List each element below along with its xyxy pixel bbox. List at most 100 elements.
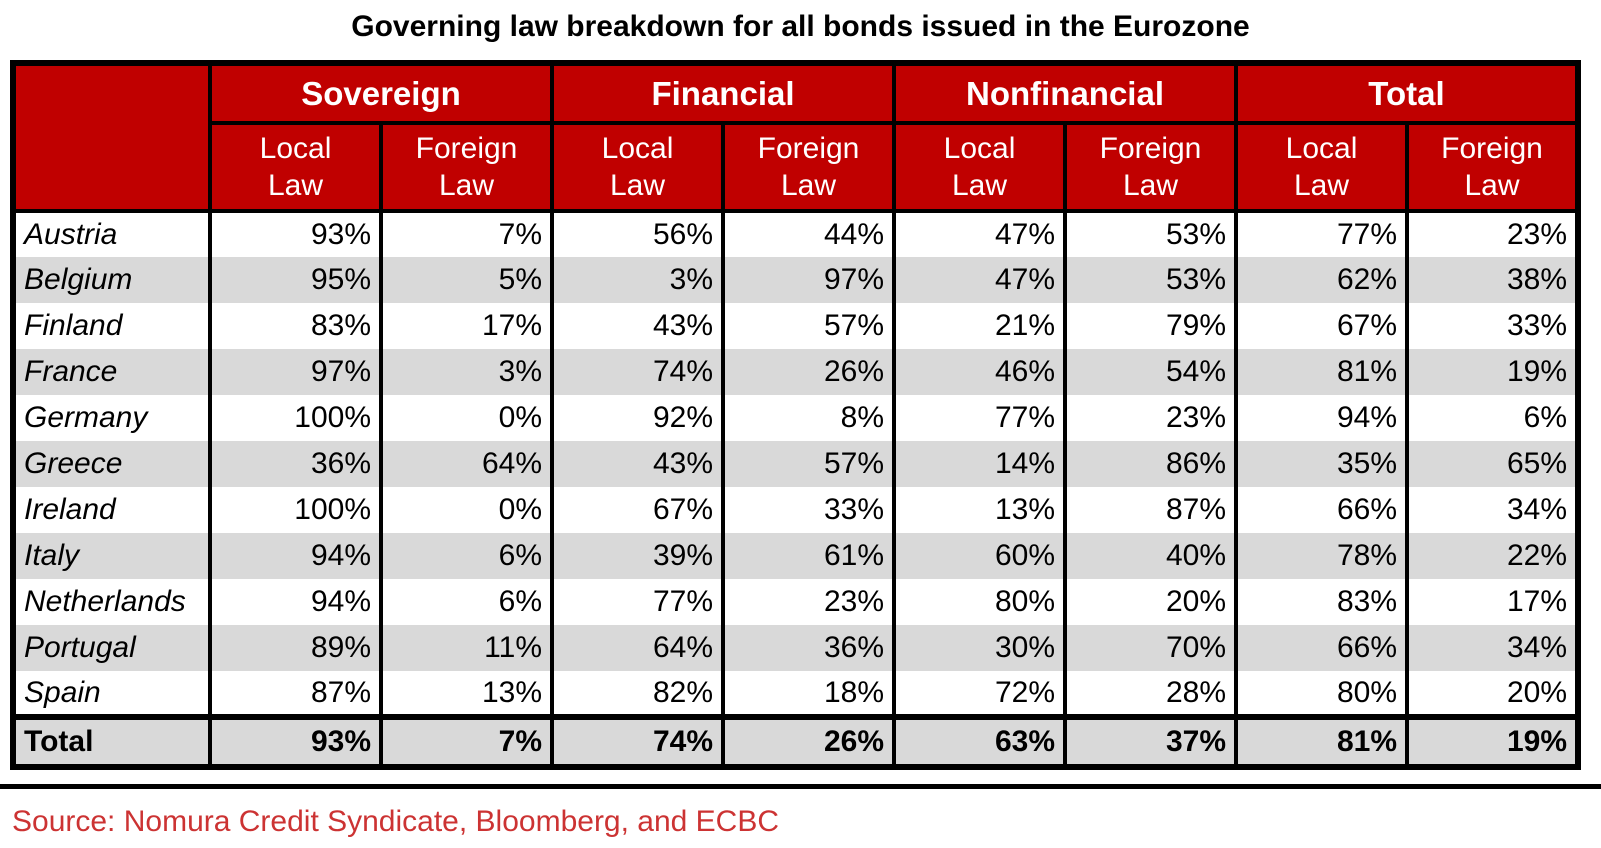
value-cell: 39% [550,533,725,579]
table-row: Portugal 89% 11% 64% 36% 30% 70% 66% 34% [11,625,1580,671]
table-footer: Total 93% 7% 74% 26% 63% 37% 81% 19% [11,717,1580,767]
country-label: Belgium [11,257,212,303]
table-row: Netherlands 94% 6% 77% 23% 80% 20% 83% 17% [11,579,1580,625]
value-cell: 14% [892,441,1067,487]
value-cell: 23% [1063,395,1238,441]
value-cell: 3% [379,349,554,395]
subheader-row: Local Law Foreign Law Local Law Foreign … [13,121,1580,213]
value-cell: 5% [379,257,554,303]
value-cell: 28% [1063,671,1238,717]
value-cell: 0% [379,487,554,533]
value-cell: 79% [1063,303,1238,349]
value-cell: 7% [379,211,554,257]
value-cell: 30% [892,625,1067,671]
value-cell: 46% [892,349,1067,395]
total-value-cell: 74% [550,717,725,767]
country-label: Italy [11,533,212,579]
value-cell: 82% [550,671,725,717]
total-value-cell: 63% [892,717,1067,767]
value-cell: 17% [1405,579,1580,625]
total-value-cell: 93% [208,717,383,767]
value-cell: 3% [550,257,725,303]
value-cell: 83% [1234,579,1409,625]
value-cell: 97% [208,349,383,395]
value-cell: 67% [1234,303,1409,349]
total-value-cell: 7% [379,717,554,767]
subheader-local-law: Local Law [892,121,1067,213]
subheader-local-law: Local Law [1234,121,1409,213]
value-cell: 43% [550,441,725,487]
divider-line [0,784,1601,789]
country-label: Germany [11,395,212,441]
value-cell: 6% [1405,395,1580,441]
subheader-foreign-law: Foreign Law [721,121,896,213]
value-cell: 23% [721,579,896,625]
value-cell: 65% [1405,441,1580,487]
value-cell: 87% [208,671,383,717]
table-row: Spain 87% 13% 82% 18% 72% 28% 80% 20% [11,671,1580,717]
value-cell: 18% [721,671,896,717]
group-header-total: Total [1234,61,1580,125]
value-cell: 33% [1405,303,1580,349]
value-cell: 70% [1063,625,1238,671]
value-cell: 94% [208,533,383,579]
value-cell: 11% [379,625,554,671]
table-row: Austria 93% 7% 56% 44% 47% 53% 77% 23% [11,211,1580,257]
group-header-financial: Financial [550,61,896,125]
value-cell: 80% [892,579,1067,625]
value-cell: 83% [208,303,383,349]
total-value-cell: 19% [1405,717,1580,767]
value-cell: 22% [1405,533,1580,579]
value-cell: 100% [208,487,383,533]
value-cell: 38% [1405,257,1580,303]
value-cell: 66% [1234,625,1409,671]
value-cell: 81% [1234,349,1409,395]
value-cell: 0% [379,395,554,441]
value-cell: 44% [721,211,896,257]
table-body: Austria 93% 7% 56% 44% 47% 53% 77% 23% Belgium 95%… [11,211,1580,717]
subheader-local-law: Local Law [550,121,725,213]
value-cell: 94% [1234,395,1409,441]
value-cell: 36% [721,625,896,671]
governing-law-table: Sovereign Financial Nonfinancial Total L… [10,60,1581,770]
value-cell: 19% [1405,349,1580,395]
value-cell: 47% [892,211,1067,257]
country-label: Ireland [11,487,212,533]
value-cell: 47% [892,257,1067,303]
value-cell: 34% [1405,487,1580,533]
value-cell: 53% [1063,211,1238,257]
value-cell: 20% [1063,579,1238,625]
value-cell: 77% [1234,211,1409,257]
value-cell: 43% [550,303,725,349]
table-row: Germany 100% 0% 92% 8% 77% 23% 94% 6% [11,395,1580,441]
source-note: Source: Nomura Credit Syndicate, Bloombe… [12,805,780,838]
subheader-foreign-law: Foreign Law [1063,121,1238,213]
country-label: Austria [11,211,212,257]
value-cell: 80% [1234,671,1409,717]
value-cell: 93% [208,211,383,257]
value-cell: 64% [379,441,554,487]
figure-title: Governing law breakdown for all bonds is… [351,10,1250,43]
value-cell: 23% [1405,211,1580,257]
value-cell: 8% [721,395,896,441]
subheader-local-law: Local Law [208,121,383,213]
value-cell: 87% [1063,487,1238,533]
value-cell: 100% [208,395,383,441]
table-row: Belgium 95% 5% 3% 97% 47% 53% 62% 38% [11,257,1580,303]
subheader-foreign-law: Foreign Law [379,121,554,213]
value-cell: 94% [208,579,383,625]
table-row: Ireland 100% 0% 67% 33% 13% 87% 66% 34% [11,487,1580,533]
value-cell: 57% [721,303,896,349]
value-cell: 77% [892,395,1067,441]
value-cell: 95% [208,257,383,303]
value-cell: 72% [892,671,1067,717]
total-value-cell: 81% [1234,717,1409,767]
value-cell: 66% [1234,487,1409,533]
value-cell: 13% [892,487,1067,533]
value-cell: 40% [1063,533,1238,579]
value-cell: 36% [208,441,383,487]
table-row: Italy 94% 6% 39% 61% 60% 40% 78% 22% [11,533,1580,579]
value-cell: 67% [550,487,725,533]
value-cell: 21% [892,303,1067,349]
